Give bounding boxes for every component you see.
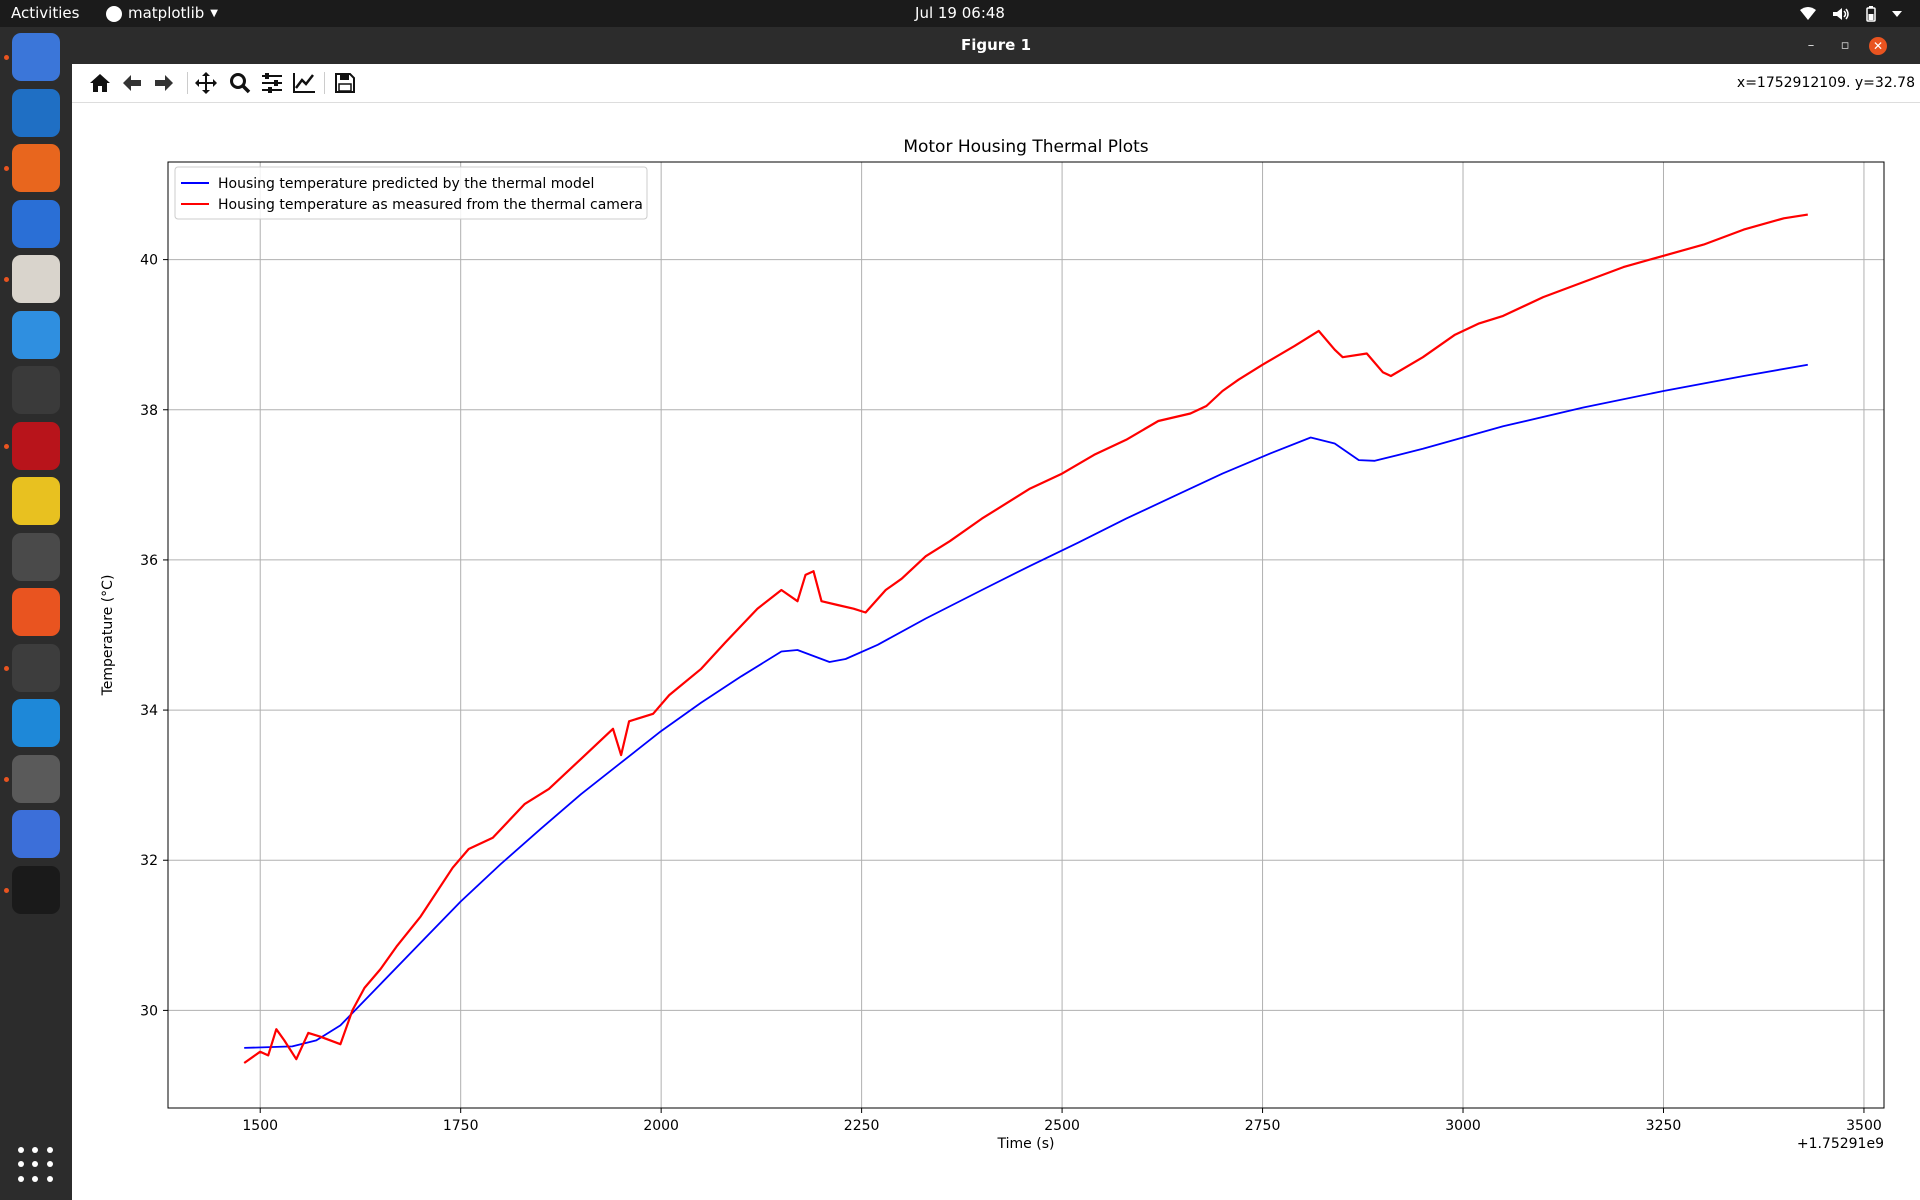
measured-temperature-line — [243, 213, 1808, 1064]
motor-housing-chart[interactable]: 1500 1750 2000 2250 2500 2750 3000 3250 3500 30 32… — [72, 102, 1920, 1200]
running-indicator — [4, 277, 9, 282]
files-icon[interactable] — [12, 255, 60, 303]
axes-frame — [167, 161, 1885, 1109]
close-button[interactable]: ✕ — [1869, 37, 1887, 55]
maximize-button[interactable]: ▫ — [1840, 38, 1850, 53]
clock[interactable]: Jul 19 06:48 — [915, 4, 1005, 22]
home-icon — [90, 74, 110, 92]
wifi-icon — [1800, 6, 1816, 20]
pan-icon — [195, 72, 217, 94]
forward-icon — [155, 75, 173, 91]
x-tick-label: 2500 — [1044, 1118, 1080, 1134]
zoom-button[interactable] — [226, 69, 254, 97]
vscode-icon[interactable] — [12, 699, 60, 747]
app-menu[interactable]: matplotlib ▼ — [106, 0, 218, 27]
battery-icon — [1866, 5, 1876, 22]
show-apps-icon[interactable] — [18, 1147, 54, 1183]
x-tick-label: 1500 — [242, 1118, 278, 1134]
running-indicator — [4, 166, 9, 171]
system-monitor-icon[interactable] — [12, 421, 60, 470]
writer-icon[interactable] — [12, 88, 60, 137]
dock — [0, 27, 72, 1200]
window-title: Figure 1 — [960, 36, 1032, 54]
toolbar-separator — [324, 72, 325, 94]
toolbar-separator — [187, 72, 188, 94]
chart-title: Motor Housing Thermal Plots — [903, 137, 1148, 157]
running-indicator — [4, 665, 9, 671]
x-tick-label: 2000 — [643, 1118, 679, 1134]
calculator-icon[interactable] — [12, 532, 60, 581]
x-tick-label: 3000 — [1445, 1118, 1481, 1134]
x-tick-label: 3500 — [1846, 1118, 1882, 1134]
chromium-icon[interactable] — [12, 33, 60, 81]
thunderbird-icon[interactable] — [12, 199, 60, 248]
top-bar: Activities matplotlib ▼ Jul 19 06:48 — [0, 0, 1920, 27]
app-menu-label: matplotlib — [128, 4, 205, 22]
unity-icon[interactable] — [12, 865, 60, 914]
legend-label: Housing temperature predicted by the the… — [218, 176, 594, 192]
settings-icon[interactable] — [12, 754, 60, 803]
x-tick-label: 2750 — [1245, 1118, 1281, 1134]
legend: Housing temperature predicted by the the… — [174, 166, 648, 220]
zoom-icon — [230, 73, 251, 94]
home-button[interactable] — [86, 69, 114, 97]
running-indicator — [4, 776, 9, 782]
y-tick-label: 34 — [140, 703, 158, 719]
firefox-icon[interactable] — [12, 144, 60, 192]
sublime-text-icon[interactable] — [12, 643, 60, 692]
activities-button[interactable]: Activities — [11, 4, 80, 22]
app-menu-gear-icon — [106, 5, 122, 22]
window-titlebar[interactable]: Figure 1 – ▫ ✕ — [72, 27, 1920, 64]
y-axis-label: Temperature (°C) — [100, 575, 116, 697]
y-tick-label: 32 — [140, 853, 158, 869]
running-indicator — [4, 55, 9, 60]
y-tick-label: 40 — [140, 253, 158, 269]
legend-label: Housing temperature as measured from the… — [218, 197, 643, 213]
edit-axis-icon — [293, 73, 315, 93]
pan-button[interactable] — [192, 69, 220, 97]
save-button[interactable] — [331, 69, 359, 97]
figure-toolbar: x=1752912109. y=32.78 — [72, 64, 1920, 103]
running-indicator — [4, 887, 9, 893]
back-icon — [123, 75, 141, 91]
x-tick-label: 2250 — [844, 1118, 880, 1134]
predicted-temperature-line — [244, 363, 1808, 1049]
system-tray[interactable] — [1800, 0, 1902, 27]
x-tick-label: 3250 — [1646, 1118, 1682, 1134]
save-icon — [335, 73, 355, 93]
chevron-down-icon: ▼ — [210, 8, 218, 19]
volume-icon — [1833, 7, 1849, 20]
configure-subplots-icon — [262, 73, 282, 93]
back-button[interactable] — [118, 69, 146, 97]
help-icon[interactable] — [12, 310, 60, 359]
y-tick-label: 38 — [140, 403, 158, 419]
x-axis-offset-label: +1.75291e9 — [1797, 1136, 1884, 1152]
edit-axis-button[interactable] — [290, 69, 318, 97]
legend-box — [174, 166, 648, 220]
configure-subplots-button[interactable] — [258, 69, 286, 97]
x-axis-label: Time (s) — [997, 1136, 1055, 1152]
x-tick-label: 1750 — [443, 1118, 479, 1134]
y-tick-label: 30 — [140, 1003, 158, 1019]
rhythmbox-icon[interactable] — [12, 477, 60, 525]
cursor-coordinates: x=1752912109. y=32.78 — [1736, 75, 1915, 91]
system-menu-chevron-icon — [1892, 10, 1902, 17]
forward-button[interactable] — [150, 69, 178, 97]
screenshot-icon[interactable] — [12, 810, 60, 858]
running-indicator — [4, 443, 9, 449]
y-tick-label: 36 — [140, 553, 158, 569]
minimize-button[interactable]: – — [1807, 38, 1815, 53]
terminal-icon[interactable] — [12, 366, 60, 414]
app-center-icon[interactable] — [12, 588, 60, 636]
